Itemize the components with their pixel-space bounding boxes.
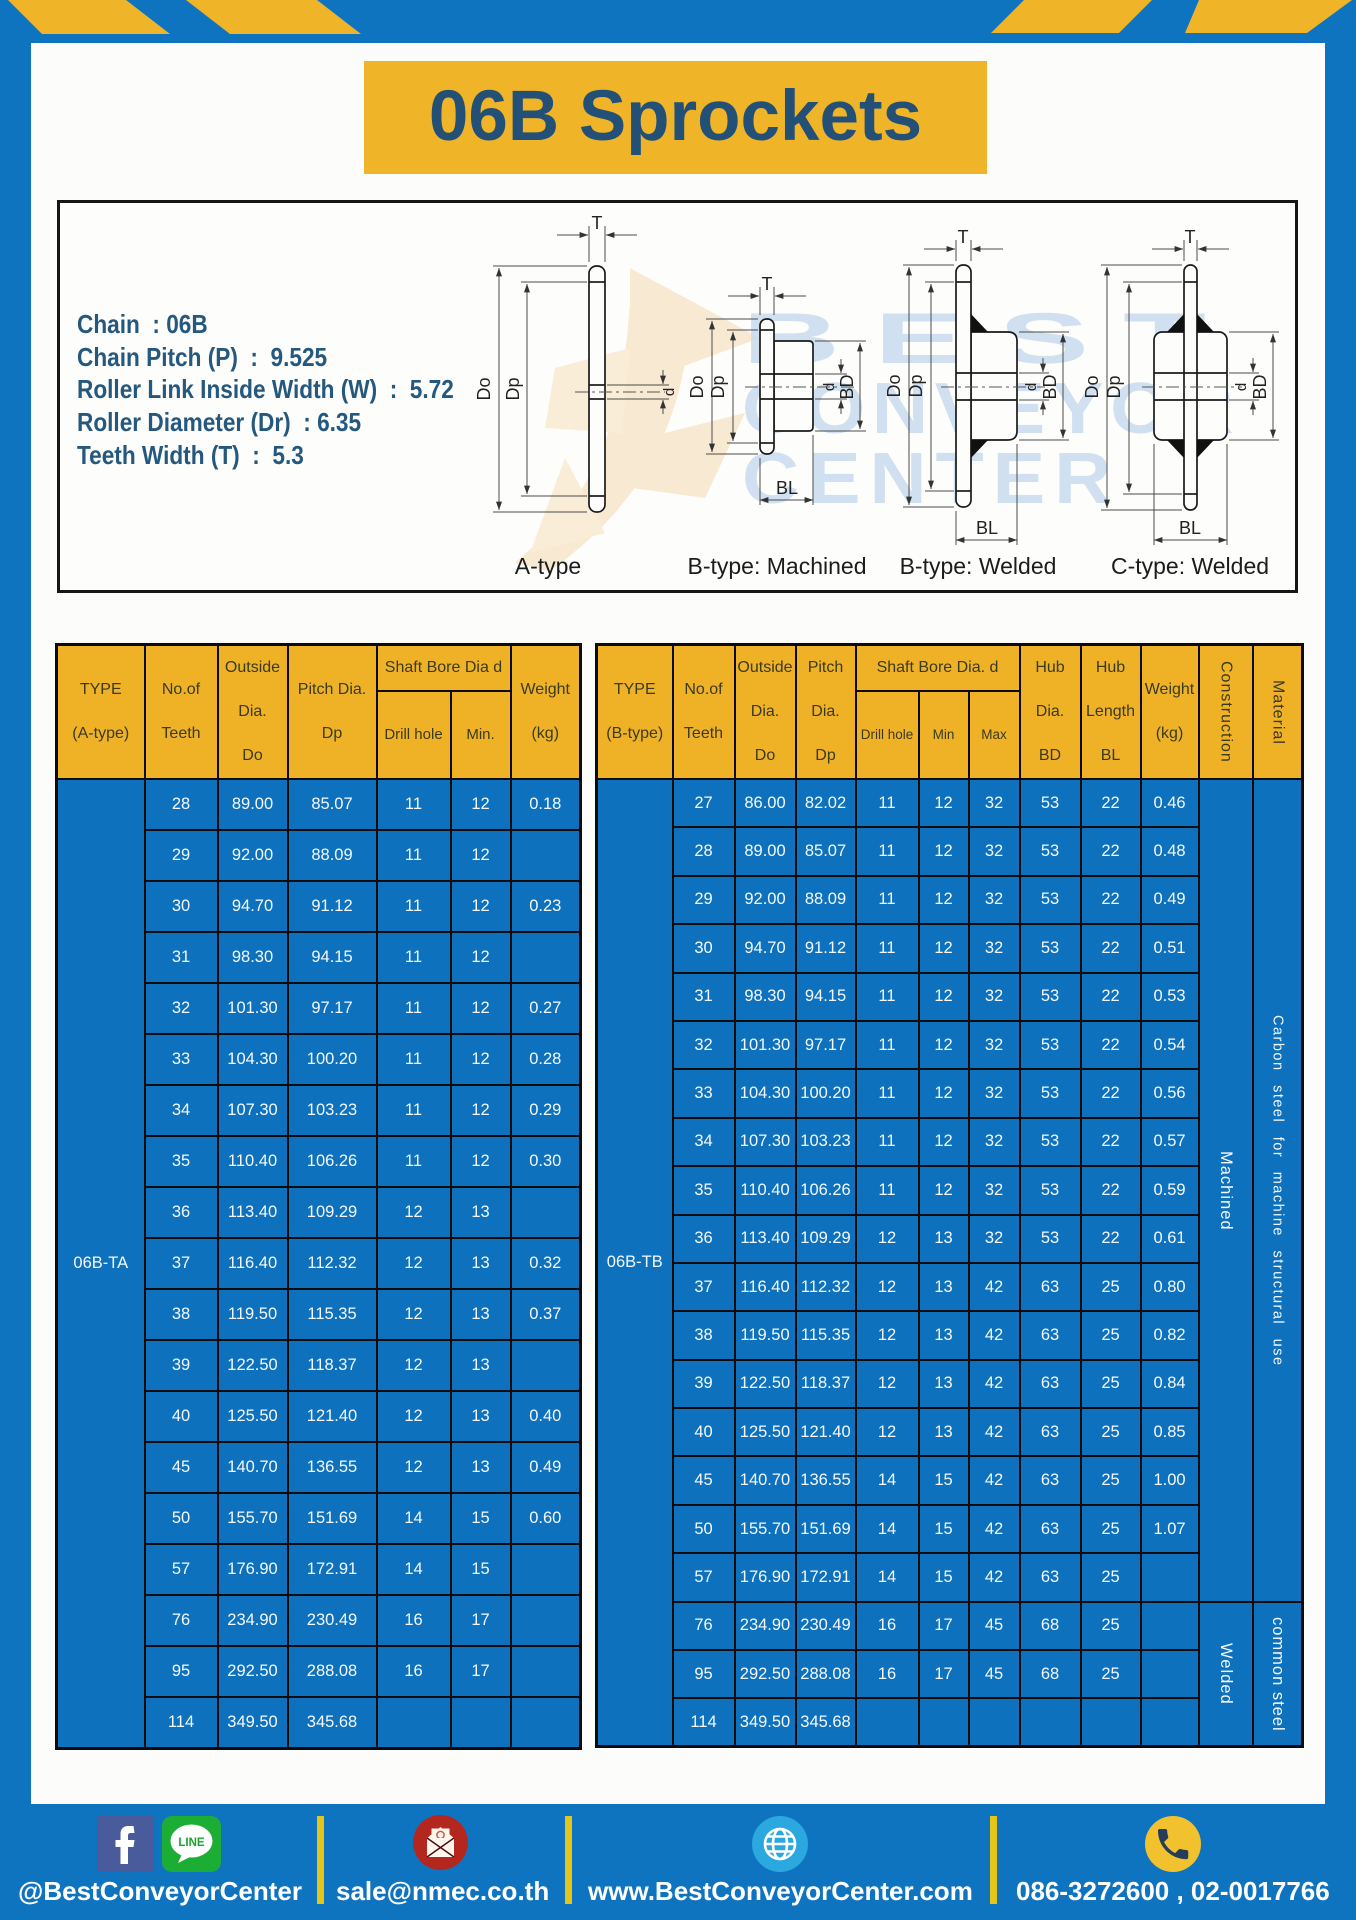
svg-text:BL: BL (776, 478, 798, 498)
svg-text:C-type: Welded: C-type: Welded (1111, 553, 1269, 579)
svg-text:T: T (958, 227, 969, 247)
svg-text:T: T (1185, 227, 1196, 247)
svg-text:Dp: Dp (708, 375, 728, 398)
svg-text:BL: BL (976, 518, 998, 538)
svg-text:Dp: Dp (906, 374, 926, 397)
svg-text:Dp: Dp (1104, 375, 1124, 398)
svg-text:d: d (661, 388, 678, 396)
svg-text:LINE: LINE (178, 1837, 205, 1849)
svg-text:B-type: Machined: B-type: Machined (688, 553, 867, 579)
svg-text:BD: BD (1250, 374, 1270, 399)
svg-text:BL: BL (1179, 518, 1201, 538)
svg-text:CENTER: CENTER (742, 439, 1120, 519)
svg-text:T: T (592, 213, 603, 233)
svg-text:Do: Do (884, 374, 904, 397)
svg-text:A-type: A-type (515, 553, 581, 579)
svg-text:Dp: Dp (503, 377, 523, 400)
svg-text:T: T (762, 274, 773, 294)
svg-text:B-type: Welded: B-type: Welded (900, 553, 1057, 579)
svg-text:Do: Do (687, 375, 707, 398)
svg-text:Do: Do (474, 377, 494, 400)
svg-text:Do: Do (1082, 375, 1102, 398)
svg-text:BD: BD (1040, 374, 1060, 399)
